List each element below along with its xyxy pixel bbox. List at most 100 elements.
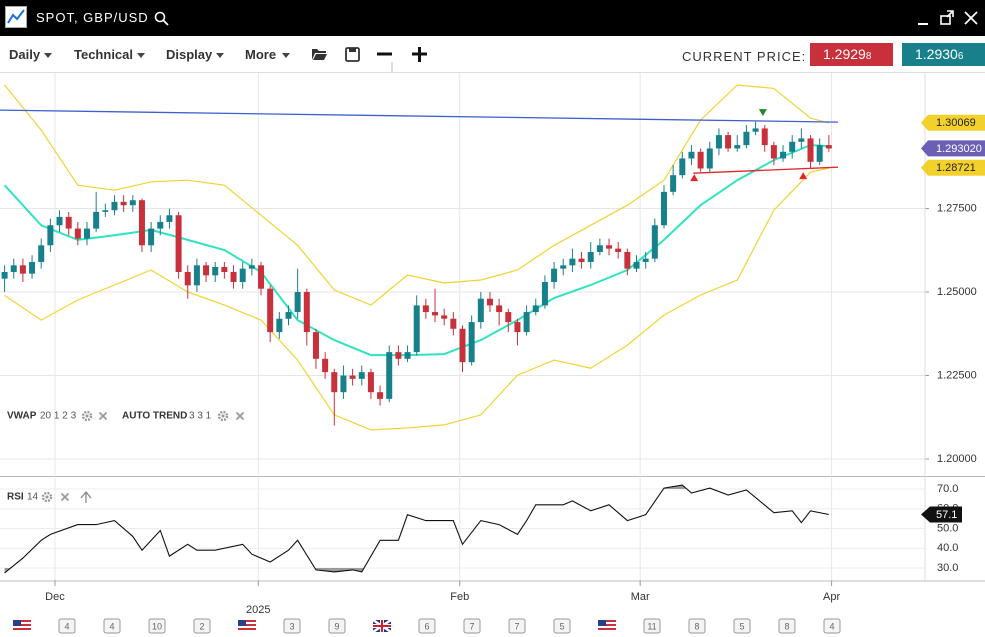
- calendar-event[interactable]: [598, 620, 616, 632]
- popout[interactable]: [940, 10, 954, 25]
- remove-icon[interactable]: [98, 411, 108, 421]
- candle-body: [148, 228, 155, 246]
- settings-icon[interactable]: [81, 410, 93, 422]
- candle-body: [93, 211, 100, 229]
- calendar-event[interactable]: [238, 620, 256, 632]
- calendar-event[interactable]: 4: [103, 618, 121, 634]
- candle-body: [239, 268, 246, 283]
- menu-daily[interactable]: Daily: [9, 47, 41, 62]
- instrument-title: SPOT, GBP/USD: [36, 10, 149, 25]
- x: [235, 411, 245, 421]
- price-label: 1.28721: [936, 162, 976, 174]
- calendar-event[interactable]: [372, 618, 392, 634]
- bid-price[interactable]: 1.29298: [810, 43, 893, 66]
- candle-body: [432, 312, 439, 316]
- candle-body: [386, 352, 393, 399]
- calendar-event[interactable]: 7: [463, 618, 481, 634]
- candle-body: [84, 228, 91, 239]
- rsi-plot: [4, 484, 829, 574]
- settings-icon[interactable]: [217, 410, 229, 422]
- calendar-event[interactable]: 2: [193, 618, 211, 634]
- search-icon[interactable]: [154, 11, 169, 26]
- calendar-event[interactable]: 3: [283, 618, 301, 634]
- candle-body: [587, 251, 594, 262]
- ask-price[interactable]: 1.29306: [902, 43, 985, 66]
- candle-body: [248, 265, 255, 269]
- calendar-event[interactable]: 9: [328, 618, 346, 634]
- remove-icon[interactable]: [235, 411, 245, 421]
- overlay-line: [3, 144, 829, 357]
- candle-body: [725, 135, 732, 149]
- candle-body: [706, 148, 713, 169]
- candle-body: [166, 215, 173, 222]
- candle-body: [761, 128, 768, 146]
- event-box: [553, 618, 571, 634]
- current-price-label: CURRENT PRICE:: [682, 49, 807, 64]
- y-tick-label: 1.20000: [937, 453, 977, 465]
- candle-body: [807, 138, 814, 162]
- calendar-event[interactable]: 7: [508, 618, 526, 634]
- close[interactable]: [964, 11, 978, 25]
- flag-stripe: [238, 628, 256, 630]
- candle-body: [715, 135, 722, 149]
- calendar-event[interactable]: 4: [58, 618, 76, 634]
- candle-body: [770, 145, 777, 159]
- candle-body: [102, 210, 109, 212]
- zoom-in[interactable]: [412, 47, 427, 62]
- gear: [41, 491, 53, 503]
- calendar-event[interactable]: 8: [688, 618, 706, 634]
- save-icon[interactable]: [345, 47, 360, 62]
- candle-body: [624, 251, 631, 269]
- menu-technical[interactable]: Technical: [74, 47, 134, 62]
- candle-body: [19, 265, 26, 274]
- candle-body: [157, 221, 164, 229]
- move-up-icon[interactable]: [80, 490, 92, 503]
- price-label-box: [921, 140, 985, 157]
- candle-body: [184, 271, 191, 286]
- window-controls: [918, 10, 978, 25]
- event-count: 4: [64, 621, 69, 631]
- candle-body: [789, 141, 796, 152]
- menu-display[interactable]: Display: [166, 47, 213, 62]
- rsi-tick-label: 40.0: [937, 542, 958, 554]
- trendline: [0, 109, 839, 123]
- legend-name: AUTO TREND: [122, 411, 187, 422]
- remove-icon[interactable]: [60, 492, 70, 502]
- flag-stripe: [238, 620, 256, 622]
- calendar-event[interactable]: 5: [553, 618, 571, 634]
- candle-body: [514, 322, 521, 333]
- calendar-event[interactable]: 6: [418, 618, 436, 634]
- event-box: [733, 618, 751, 634]
- candle-body: [111, 201, 118, 211]
- x-tick-label: 2025: [246, 604, 270, 616]
- candle-body: [276, 318, 283, 333]
- flag-canton: [238, 620, 246, 626]
- x-tick-label: Apr: [823, 591, 840, 603]
- candle-body: [468, 322, 475, 363]
- flag-canton: [598, 620, 606, 626]
- header: SPOT, GBP/USD: [0, 0, 985, 36]
- candle-body: [65, 216, 72, 229]
- menu-more[interactable]: More: [245, 47, 277, 62]
- calendar-event[interactable]: 8: [778, 618, 796, 634]
- candle-body: [129, 200, 136, 206]
- settings-icon[interactable]: [41, 491, 53, 503]
- candle-body: [367, 372, 374, 393]
- gear: [81, 410, 93, 422]
- chart: Dec 2025 Feb Mar Apr 1.20000 1.22500 1.25000 1.2…: [0, 73, 985, 634]
- candle-body: [422, 305, 429, 313]
- event-count: 4: [829, 621, 834, 631]
- calendar-event[interactable]: 5: [733, 618, 751, 634]
- calendar-event[interactable]: 10: [148, 618, 166, 634]
- candle-body: [532, 305, 539, 313]
- candle-body: [175, 215, 182, 272]
- calendar-event[interactable]: [13, 620, 31, 632]
- candle-body: [358, 372, 365, 379]
- open-icon[interactable]: [312, 49, 327, 60]
- candle-body: [312, 332, 319, 359]
- x-tick-label: Dec: [45, 591, 65, 603]
- ask-pip: 6: [957, 51, 964, 62]
- calendar-event[interactable]: 11: [643, 618, 661, 634]
- calendar-event[interactable]: 4: [823, 618, 841, 634]
- candle-body: [1, 271, 8, 279]
